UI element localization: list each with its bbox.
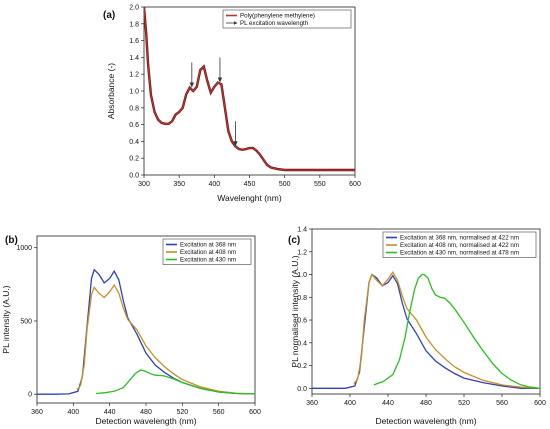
- y-tick-label: 1.6: [129, 38, 139, 45]
- legend-entry: Excitation at 368 nm: [180, 242, 236, 249]
- y-tick-label: 1.4: [297, 227, 307, 234]
- x-tick-label: 360: [306, 400, 318, 407]
- y-tick-label: 1.0: [297, 272, 307, 279]
- series-line: [37, 268, 255, 395]
- y-tick-label: 0.4: [129, 139, 139, 146]
- y-tick-label: 1.0: [129, 89, 139, 96]
- legend-entry: Excitation at 408 nm: [180, 249, 236, 256]
- plot-frame: [143, 6, 356, 176]
- excitation-arrow-head: [217, 77, 223, 83]
- y-tick-label: 500: [20, 318, 32, 325]
- legend-entry: Excitation at 430 nm: [180, 257, 236, 264]
- series-line: [312, 273, 540, 389]
- x-axis-label: Wavelenght (nm): [217, 193, 282, 203]
- legend-entry: Excitation at 368 nm, normalised at 422 …: [400, 235, 519, 242]
- chart-panel-2: 360 400 440 480 520 560 600 0 500 1000 Detection w…: [1, 235, 261, 426]
- legend-box: [162, 238, 252, 265]
- legend-entry: Excitation at 430 nm, normalised at 478 …: [400, 250, 519, 257]
- y-tick-label: 1.2: [297, 249, 307, 256]
- series-line: [353, 270, 540, 389]
- y-tick-label: 2.0: [129, 5, 139, 12]
- x-axis-label: Detection wavelength (nm): [375, 416, 476, 426]
- y-tick-label: 0.4: [297, 340, 307, 347]
- x-tick-label: 300: [138, 181, 150, 188]
- excitation-arrow-head: [189, 82, 195, 88]
- chart-panel-3: 360 400 440 480 520 560 600 0.0 0.2 0.4 0.6 0.8 1.0 1…: [288, 227, 546, 427]
- x-tick-label: 560: [213, 409, 225, 416]
- x-tick-label: 600: [249, 409, 261, 416]
- excitation-arrow-head: [233, 141, 238, 147]
- x-tick-label: 480: [420, 400, 432, 407]
- legend-box: [222, 9, 352, 29]
- y-tick-label: 1.2: [129, 72, 139, 79]
- x-tick-label: 350: [173, 181, 185, 188]
- y-tick-label: 0.8: [297, 295, 307, 302]
- y-tick-label: 0.2: [129, 156, 139, 163]
- y-tick-label: 0.6: [129, 122, 139, 129]
- x-tick-label: 400: [67, 409, 79, 416]
- series-line: [373, 273, 540, 389]
- x-axis-label: Detection wavelength (nm): [95, 416, 196, 426]
- panel-label: (a): [103, 10, 115, 21]
- legend-swatch-arrow: [234, 21, 238, 25]
- y-tick-label: 0.2: [297, 363, 307, 370]
- x-tick-label: 600: [349, 181, 361, 188]
- y-tick-label: 0.6: [297, 318, 307, 325]
- y-axis-label: Absorbance (-): [106, 63, 116, 119]
- panel-label: (c): [288, 235, 300, 246]
- x-tick-label: 600: [534, 400, 546, 407]
- series-line: [95, 369, 255, 395]
- x-tick-label: 440: [104, 409, 116, 416]
- y-axis-label: PL normalised intensity (A.U.): [290, 255, 300, 367]
- y-axis-label: PL intensity (A.U.): [1, 285, 11, 353]
- y-tick-label: 0.0: [129, 173, 139, 180]
- x-tick-label: 400: [208, 181, 220, 188]
- x-tick-label: 520: [176, 409, 188, 416]
- series-line-underlay: [144, 7, 355, 172]
- panel-label: (b): [5, 235, 18, 246]
- chart-panel-1: 300 350 400 450 500 550 600 0.0 0.2 0.4 0.6 0.8 1.0 1…: [103, 5, 361, 204]
- y-tick-label: 1.8: [129, 21, 139, 28]
- x-tick-label: 520: [458, 400, 470, 407]
- x-tick-label: 560: [496, 400, 508, 407]
- x-tick-label: 550: [314, 181, 326, 188]
- x-tick-label: 500: [279, 181, 291, 188]
- series-line: [144, 7, 355, 171]
- x-tick-label: 360: [31, 409, 43, 416]
- y-tick-label: 0: [28, 392, 32, 399]
- x-tick-label: 450: [244, 181, 256, 188]
- legend-entry: Poly(phenylene methylene): [240, 13, 315, 20]
- x-tick-label: 400: [344, 400, 356, 407]
- y-tick-label: 1.4: [129, 55, 139, 62]
- x-tick-label: 440: [382, 400, 394, 407]
- x-tick-label: 480: [140, 409, 152, 416]
- legend-entry: Excitation at 408 nm, normalised at 422 …: [400, 242, 519, 249]
- y-tick-label: 1000: [16, 245, 32, 252]
- legend-entry: PL excitation wavelength: [240, 20, 309, 27]
- y-tick-label: 0.0: [297, 386, 307, 393]
- series-line: [76, 283, 255, 395]
- legend-box: [382, 231, 537, 258]
- y-tick-label: 0.8: [129, 105, 139, 112]
